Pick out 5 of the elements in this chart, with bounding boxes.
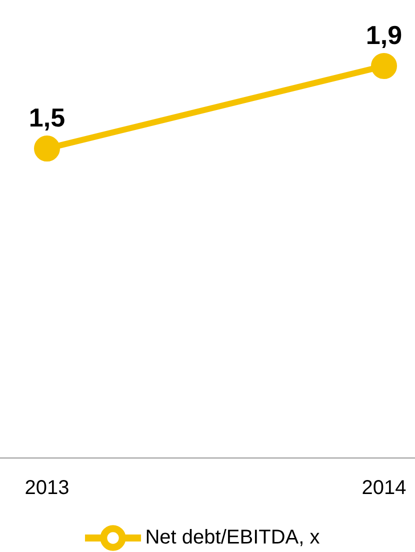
x-tick-label: 2014 bbox=[362, 477, 406, 500]
data-label: 1,9 bbox=[366, 20, 402, 50]
legend-label: Net debt/EBITDA, x bbox=[145, 526, 320, 548]
x-tick-label: 2013 bbox=[24, 477, 70, 500]
data-label: 1,5 bbox=[28, 102, 66, 133]
